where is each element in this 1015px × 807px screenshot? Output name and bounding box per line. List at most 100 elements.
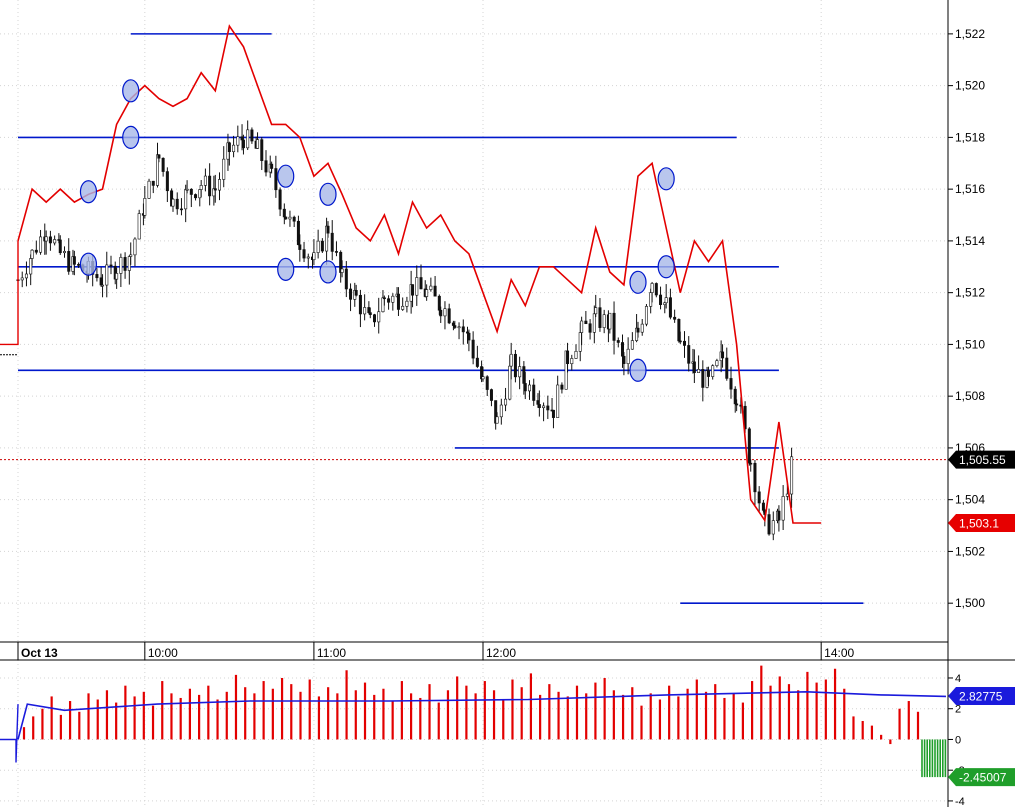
circle-marker (319, 260, 337, 284)
oscillator-tick-label: 4 (955, 673, 961, 685)
candle-body (701, 369, 705, 388)
candle-body (659, 294, 663, 305)
candle-body (123, 257, 127, 271)
candle-body (119, 257, 123, 274)
candle-body (194, 194, 198, 199)
candle-body (334, 251, 338, 253)
candle-body (495, 416, 499, 424)
candle-body (429, 285, 433, 290)
candle-body (161, 157, 165, 172)
candle-body (312, 252, 316, 261)
candle-body (349, 288, 353, 300)
candle-body (175, 198, 179, 210)
candle-body (509, 353, 513, 367)
candle-body (747, 428, 751, 464)
time-tick-label: 12:00 (486, 646, 516, 660)
candle-body (697, 369, 701, 373)
candle-body (654, 283, 658, 296)
candle-body (101, 284, 105, 287)
candle-body (288, 216, 292, 220)
candle-body (156, 154, 160, 186)
candle-body (588, 323, 592, 333)
candle-body (109, 264, 113, 267)
candle-body (95, 274, 99, 279)
candle-body (151, 180, 155, 186)
candle-body (240, 136, 244, 141)
candle-body (236, 136, 240, 146)
candle-body (616, 340, 620, 343)
candle-body (668, 297, 672, 318)
candle-body (270, 163, 274, 169)
candle-body (298, 244, 302, 250)
price-tick-label: 1,510 (955, 337, 985, 351)
axis-value-tag-bg (948, 686, 1015, 705)
candle-body (630, 340, 634, 350)
candle-body (381, 297, 385, 313)
candle-body (415, 277, 419, 296)
candle-body (489, 389, 493, 401)
candle-body (771, 520, 775, 535)
candle-body (218, 179, 222, 191)
candle-body (602, 314, 606, 328)
candle-body (185, 188, 189, 191)
candle-body (644, 306, 648, 325)
candle-body (246, 129, 250, 149)
candle-body (673, 316, 677, 320)
axis-value-tag: 1,505.55 (948, 450, 1015, 469)
signal-line (17, 690, 947, 740)
candle-body (729, 378, 733, 390)
candle-body (137, 213, 141, 240)
axis-value-tag: 2.82775 (948, 686, 1015, 705)
candle-body (77, 264, 81, 266)
candle-body (608, 312, 612, 330)
candle-body (626, 348, 630, 364)
candle-body (578, 332, 582, 352)
price-tick-label: 1,520 (955, 79, 985, 93)
candle-body (39, 236, 43, 253)
candle-body (523, 383, 527, 392)
candle-body (598, 307, 602, 328)
candle-body (256, 139, 260, 149)
candle-body (566, 350, 570, 365)
candle-body (44, 236, 48, 242)
candle-body (711, 365, 715, 377)
candle-body (203, 175, 207, 186)
candle-body (368, 312, 372, 315)
circle-marker (657, 167, 675, 191)
candle-body (461, 326, 465, 333)
candle-body (781, 496, 785, 521)
candle-body (749, 462, 753, 465)
circle-marker (122, 79, 140, 103)
candle-body (453, 325, 457, 328)
candle-body (274, 168, 278, 191)
price-tick-label: 1,512 (955, 286, 985, 300)
candle-body (475, 357, 479, 367)
candle-body (20, 277, 24, 281)
candle-body (790, 456, 794, 495)
circle-marker (657, 255, 675, 279)
candle-body (620, 342, 624, 357)
oscillator-tick-label: 2 (955, 704, 961, 716)
candle-body (232, 144, 236, 153)
circle-marker (79, 252, 98, 276)
candle-body (340, 268, 344, 273)
oscillator-tick-label: -4 (955, 796, 965, 807)
candle-body (518, 366, 522, 378)
candle-body (467, 332, 471, 341)
candle-body (677, 319, 681, 342)
candle-body (757, 491, 761, 504)
candle-body (227, 142, 231, 153)
candle-body (439, 309, 443, 317)
candle-body (777, 510, 781, 521)
candle-body (189, 188, 193, 195)
candle-body (481, 376, 485, 380)
candle-body (250, 129, 254, 142)
candle-body (622, 355, 626, 364)
axis-value-tag-text: -2.45007 (959, 771, 1007, 785)
axis-value-tag-text: 1,503.1 (959, 516, 999, 530)
candle-body (396, 293, 400, 310)
candle-body (513, 353, 517, 378)
candle-body (48, 236, 52, 244)
